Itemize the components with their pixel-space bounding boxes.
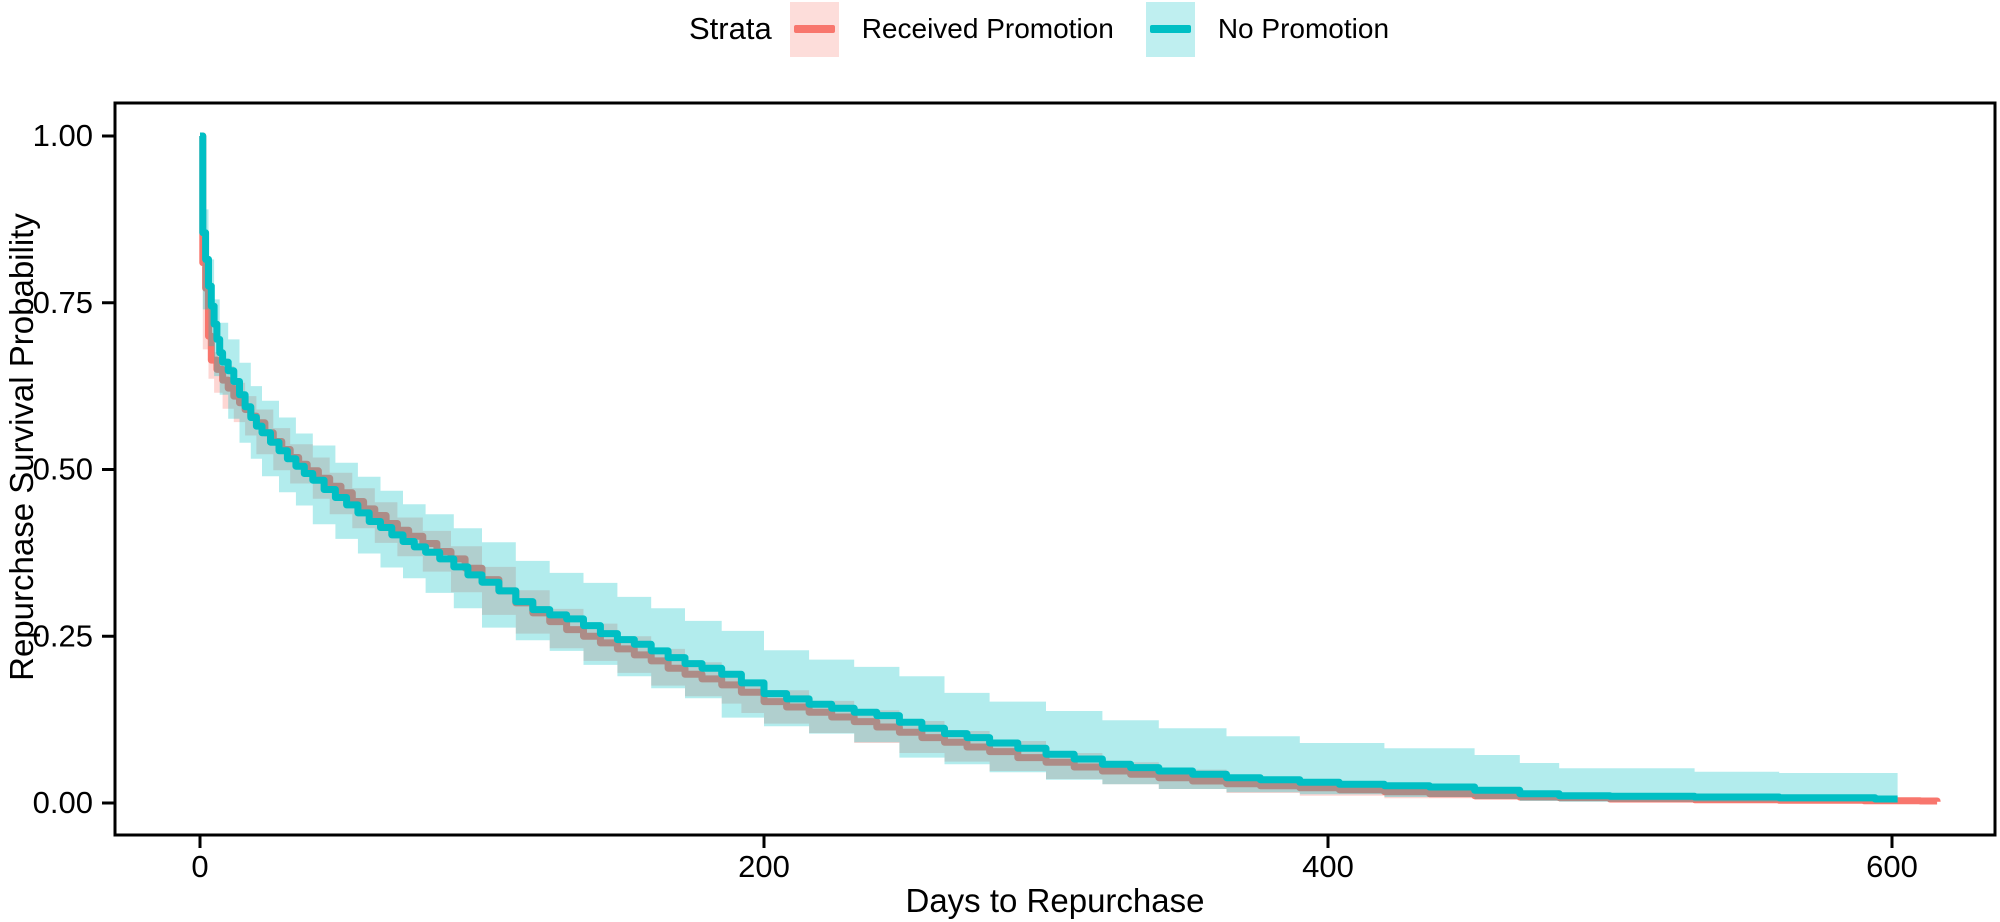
plot-area — [199, 132, 1941, 805]
survival-curve-no-promotion — [199, 132, 1898, 803]
legend-label-received-promotion: Received Promotion — [861, 13, 1114, 44]
x-tick-label: 200 — [738, 849, 790, 884]
legend-label-no-promotion: No Promotion — [1217, 13, 1390, 44]
x-axis-title: Days to Repurchase — [905, 882, 1205, 919]
x-tick-label: 400 — [1302, 849, 1354, 884]
y-tick-label: 0.75 — [33, 285, 93, 320]
y-tick-label: 0.25 — [33, 618, 93, 653]
legend-title: Strata — [688, 11, 772, 46]
y-tick-label: 0.00 — [33, 785, 93, 820]
x-tick-label: 0 — [191, 849, 208, 884]
survival-curve-received-promotion — [199, 132, 1941, 805]
x-tick-label: 600 — [1866, 849, 1918, 884]
legend-key-no-promotion — [1145, 1, 1195, 57]
legend-key-received-promotion — [789, 1, 839, 57]
legend-line-icon — [1149, 25, 1191, 33]
y-axis-title: Repurchase Survival Probability — [3, 213, 40, 681]
legend: Strata Received Promotion No Promotion — [115, 0, 1995, 58]
y-tick-label: 1.00 — [33, 118, 93, 153]
legend-line-icon — [793, 25, 835, 33]
confidence-band-received-promotion — [202, 246, 1938, 803]
confidence-band-no-promotion — [202, 209, 1898, 802]
y-tick-label: 0.50 — [33, 452, 93, 487]
